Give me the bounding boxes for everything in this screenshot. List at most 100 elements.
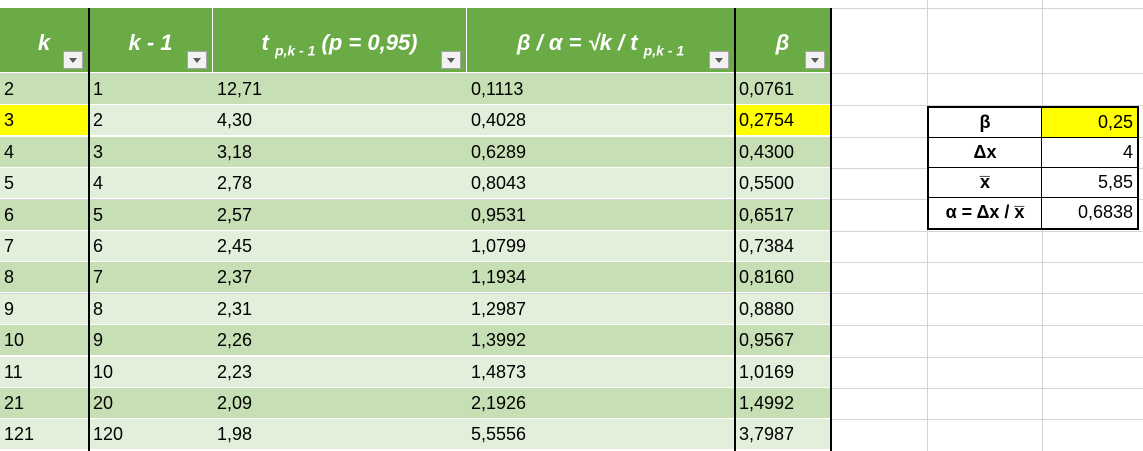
table-cell[interactable]: 7 bbox=[89, 262, 213, 294]
table-cell[interactable]: 0,6289 bbox=[467, 136, 735, 168]
table-cell[interactable]: 120 bbox=[89, 419, 213, 451]
table-cell[interactable]: 12,71 bbox=[213, 74, 467, 105]
column-border bbox=[88, 8, 90, 451]
table-cell[interactable]: 2,45 bbox=[213, 231, 467, 262]
table-cell[interactable]: 1,2987 bbox=[467, 293, 735, 325]
table-row: 21 20 2,09 2,1926 1,4992 bbox=[0, 388, 831, 419]
table-cell[interactable]: 3 bbox=[0, 105, 89, 137]
table-cell[interactable]: 0,8880 bbox=[735, 293, 831, 325]
table-cell[interactable]: 0,7384 bbox=[735, 231, 831, 262]
table-row: 9 8 2,31 1,2987 0,8880 bbox=[0, 293, 831, 325]
table-row: 121 120 1,98 5,5556 3,7987 bbox=[0, 419, 831, 451]
table-cell[interactable]: 4 bbox=[89, 168, 213, 200]
table-cell[interactable]: 1 bbox=[89, 74, 213, 105]
table-cell[interactable]: 3,7987 bbox=[735, 419, 831, 451]
table-cell[interactable]: 2 bbox=[89, 105, 213, 137]
param-value[interactable]: 0,6838 bbox=[1077, 202, 1133, 222]
table-cell[interactable]: 6 bbox=[89, 231, 213, 262]
table-cell[interactable]: 0,6517 bbox=[735, 199, 831, 231]
param-label[interactable]: α = Δx / x̅ bbox=[929, 198, 1042, 228]
header-beta-alpha: β / α = √k / t p,k - 1 bbox=[467, 8, 735, 72]
header-label: k bbox=[37, 30, 51, 55]
table-cell[interactable]: 0,9567 bbox=[735, 325, 831, 357]
table-cell[interactable]: 2,78 bbox=[213, 168, 467, 200]
table-cell[interactable]: 0,0761 bbox=[735, 74, 831, 105]
table-row: 4 3 3,18 0,6289 0,4300 bbox=[0, 136, 831, 168]
table-cell[interactable]: 0,1113 bbox=[467, 74, 735, 105]
param-value[interactable]: 0,25 bbox=[1042, 108, 1137, 137]
table-row: 5 4 2,78 0,8043 0,5500 bbox=[0, 168, 831, 200]
table-cell[interactable]: 1,98 bbox=[213, 419, 467, 451]
table-row: 2 1 12,71 0,1113 0,0761 bbox=[0, 74, 831, 105]
dropdown-arrow-icon[interactable] bbox=[441, 51, 461, 69]
table-cell[interactable]: 1,0169 bbox=[735, 356, 831, 388]
table-cell[interactable]: 8 bbox=[89, 293, 213, 325]
table-cell[interactable]: 2,37 bbox=[213, 262, 467, 294]
table-cell[interactable]: 4,30 bbox=[213, 105, 467, 137]
table-cell[interactable]: 1,0799 bbox=[467, 231, 735, 262]
table-cell[interactable]: 5,5556 bbox=[467, 419, 735, 451]
table-row: 3 2 4,30 0,4028 0,2754 bbox=[0, 105, 831, 137]
table-cell[interactable]: 6 bbox=[0, 199, 89, 231]
dropdown-arrow-icon[interactable] bbox=[709, 51, 729, 69]
header-label: β / α = √k / t p,k - 1 bbox=[516, 30, 685, 59]
table-cell[interactable]: 20 bbox=[89, 388, 213, 419]
table-cell[interactable]: 2,1926 bbox=[467, 388, 735, 419]
table-cell[interactable]: 7 bbox=[0, 231, 89, 262]
table-row: 6 5 2,57 0,9531 0,6517 bbox=[0, 199, 831, 231]
table-cell[interactable]: 0,8043 bbox=[467, 168, 735, 200]
header-beta: β bbox=[735, 8, 831, 72]
table-cell[interactable]: 0,5500 bbox=[735, 168, 831, 200]
table-cell[interactable]: 121 bbox=[0, 419, 89, 451]
table-cell[interactable]: 1,4873 bbox=[467, 356, 735, 388]
table-cell[interactable]: 3 bbox=[89, 136, 213, 168]
header-k: k bbox=[0, 8, 89, 72]
table-cell[interactable]: 8 bbox=[0, 262, 89, 294]
column-border bbox=[734, 8, 736, 451]
table-cell[interactable]: 2,09 bbox=[213, 388, 467, 419]
table-cell[interactable]: 9 bbox=[89, 325, 213, 357]
table-cell[interactable]: 5 bbox=[0, 168, 89, 200]
param-row-beta: β 0,25 bbox=[929, 108, 1137, 138]
param-value[interactable]: 5,85 bbox=[1097, 172, 1133, 192]
header-label: t p,k - 1 (p = 0,95) bbox=[261, 30, 418, 59]
table-cell[interactable]: 3,18 bbox=[213, 136, 467, 168]
dropdown-arrow-icon[interactable] bbox=[187, 51, 207, 69]
table-cell[interactable]: 0,4300 bbox=[735, 136, 831, 168]
table-cell[interactable]: 5 bbox=[89, 199, 213, 231]
param-label[interactable]: Δx bbox=[929, 138, 1042, 167]
column-border bbox=[830, 8, 832, 451]
table-cell[interactable]: 2,57 bbox=[213, 199, 467, 231]
param-label[interactable]: β bbox=[929, 108, 1042, 137]
param-row-delta-x: Δx 4 bbox=[929, 138, 1137, 168]
dropdown-arrow-icon[interactable] bbox=[63, 51, 83, 69]
table-cell[interactable]: 1,4992 bbox=[735, 388, 831, 419]
table-row: 8 7 2,37 1,1934 0,8160 bbox=[0, 262, 831, 294]
param-row-mean-x: x̅ 5,85 bbox=[929, 168, 1137, 198]
table-cell[interactable]: 21 bbox=[0, 388, 89, 419]
table-cell[interactable]: 1,1934 bbox=[467, 262, 735, 294]
table-cell[interactable]: 1,3992 bbox=[467, 325, 735, 357]
table-row: 11 10 2,23 1,4873 1,0169 bbox=[0, 356, 831, 388]
table-cell[interactable]: 0,2754 bbox=[735, 105, 831, 137]
header-label: k - 1 bbox=[128, 30, 173, 55]
param-label[interactable]: x̅ bbox=[929, 168, 1042, 197]
table-cell[interactable]: 2,23 bbox=[213, 356, 467, 388]
parameter-table: β 0,25 Δx 4 x̅ 5,85 α = Δx / x̅ 0,6838 bbox=[927, 106, 1139, 230]
table-cell[interactable]: 2 bbox=[0, 74, 89, 105]
dropdown-arrow-icon[interactable] bbox=[805, 51, 825, 69]
header-k-minus-1: k - 1 bbox=[89, 8, 213, 72]
table-cell[interactable]: 0,9531 bbox=[467, 199, 735, 231]
table-row: 10 9 2,26 1,3992 0,9567 bbox=[0, 325, 831, 357]
table-cell[interactable]: 9 bbox=[0, 293, 89, 325]
table-cell[interactable]: 10 bbox=[89, 356, 213, 388]
table-cell[interactable]: 10 bbox=[0, 325, 89, 357]
header-label: β bbox=[775, 30, 790, 55]
table-cell[interactable]: 0,8160 bbox=[735, 262, 831, 294]
param-value[interactable]: 4 bbox=[1122, 142, 1133, 162]
table-cell[interactable]: 2,26 bbox=[213, 325, 467, 357]
table-cell[interactable]: 2,31 bbox=[213, 293, 467, 325]
table-cell[interactable]: 11 bbox=[0, 356, 89, 388]
table-cell[interactable]: 4 bbox=[0, 136, 89, 168]
table-cell[interactable]: 0,4028 bbox=[467, 105, 735, 137]
